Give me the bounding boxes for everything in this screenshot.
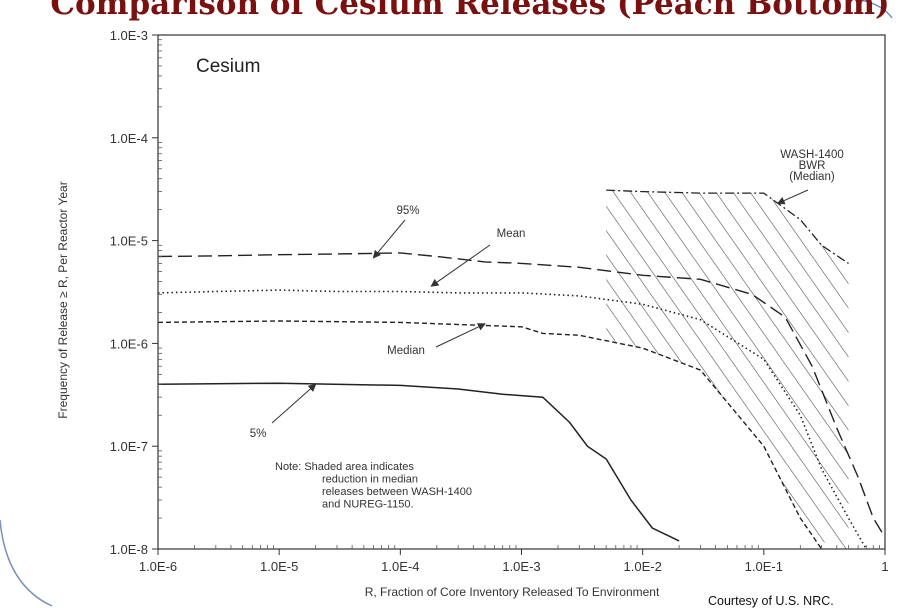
y-tick-label: 1.0E-3: [110, 28, 148, 43]
decorative-curve-left: [0, 519, 53, 607]
decorative-curve-top: [859, 0, 893, 19]
x-tick-label: 1.0E-2: [624, 559, 662, 574]
annotation-wash-line: (Median): [789, 171, 835, 183]
annotation-p95-arrow: [372, 219, 406, 259]
y-tick-label: 1.0E-5: [110, 234, 148, 249]
credit-text: Courtesy of U.S. NRC.: [708, 594, 834, 608]
annotation-p5-arrow: [271, 383, 317, 424]
series-line-3: [158, 382, 680, 542]
series-line-4: [606, 189, 849, 264]
annotation-wash-arrow: [776, 189, 809, 205]
annotation-median-arrow: [435, 323, 486, 348]
annotation-wash-line: BWR: [799, 160, 826, 172]
x-tick-label: 1.0E-1: [745, 559, 783, 574]
x-tick-label: 1.0E-6: [139, 559, 177, 574]
annotation-p5-line: 5%: [250, 428, 267, 440]
annotation-note-line: and NUREG-1150.: [322, 499, 414, 511]
annotation-note-line: releases between WASH-1400: [322, 486, 472, 498]
series-line-1: [158, 289, 867, 549]
y-tick-label: 1.0E-8: [110, 542, 148, 557]
x-axis-label: R, Fraction of Core Inventory Released T…: [365, 585, 660, 599]
annotation-median-line: Median: [387, 345, 425, 357]
annotation-note-line: reduction in median: [322, 474, 418, 486]
y-axis-label: Frequency of Release ≥ R, Per Reactor Ye…: [56, 181, 70, 418]
annotation-p95-line: 95%: [396, 205, 419, 217]
chart-inset-title: Cesium: [196, 56, 260, 77]
annotation-mean-line: Mean: [497, 228, 526, 240]
annotation-wash-line: WASH-1400: [780, 149, 844, 161]
x-tick-label: 1.0E-5: [260, 559, 298, 574]
series-line-0: [158, 252, 885, 538]
annotation-mean-arrow: [430, 244, 491, 287]
shaded-reduction-region: [606, 190, 849, 549]
y-tick-label: 1.0E-4: [110, 131, 148, 146]
x-tick-label: 1: [881, 559, 888, 574]
y-tick-label: 1.0E-7: [110, 439, 148, 454]
x-tick-label: 1.0E-4: [381, 559, 419, 574]
x-tick-label: 1.0E-3: [502, 559, 540, 574]
y-tick-label: 1.0E-6: [110, 336, 148, 351]
page-title: Comparison of Cesium Releases (Peach Bot…: [50, 0, 889, 22]
annotation-note-line: Note: Shaded area indicates: [275, 461, 414, 473]
